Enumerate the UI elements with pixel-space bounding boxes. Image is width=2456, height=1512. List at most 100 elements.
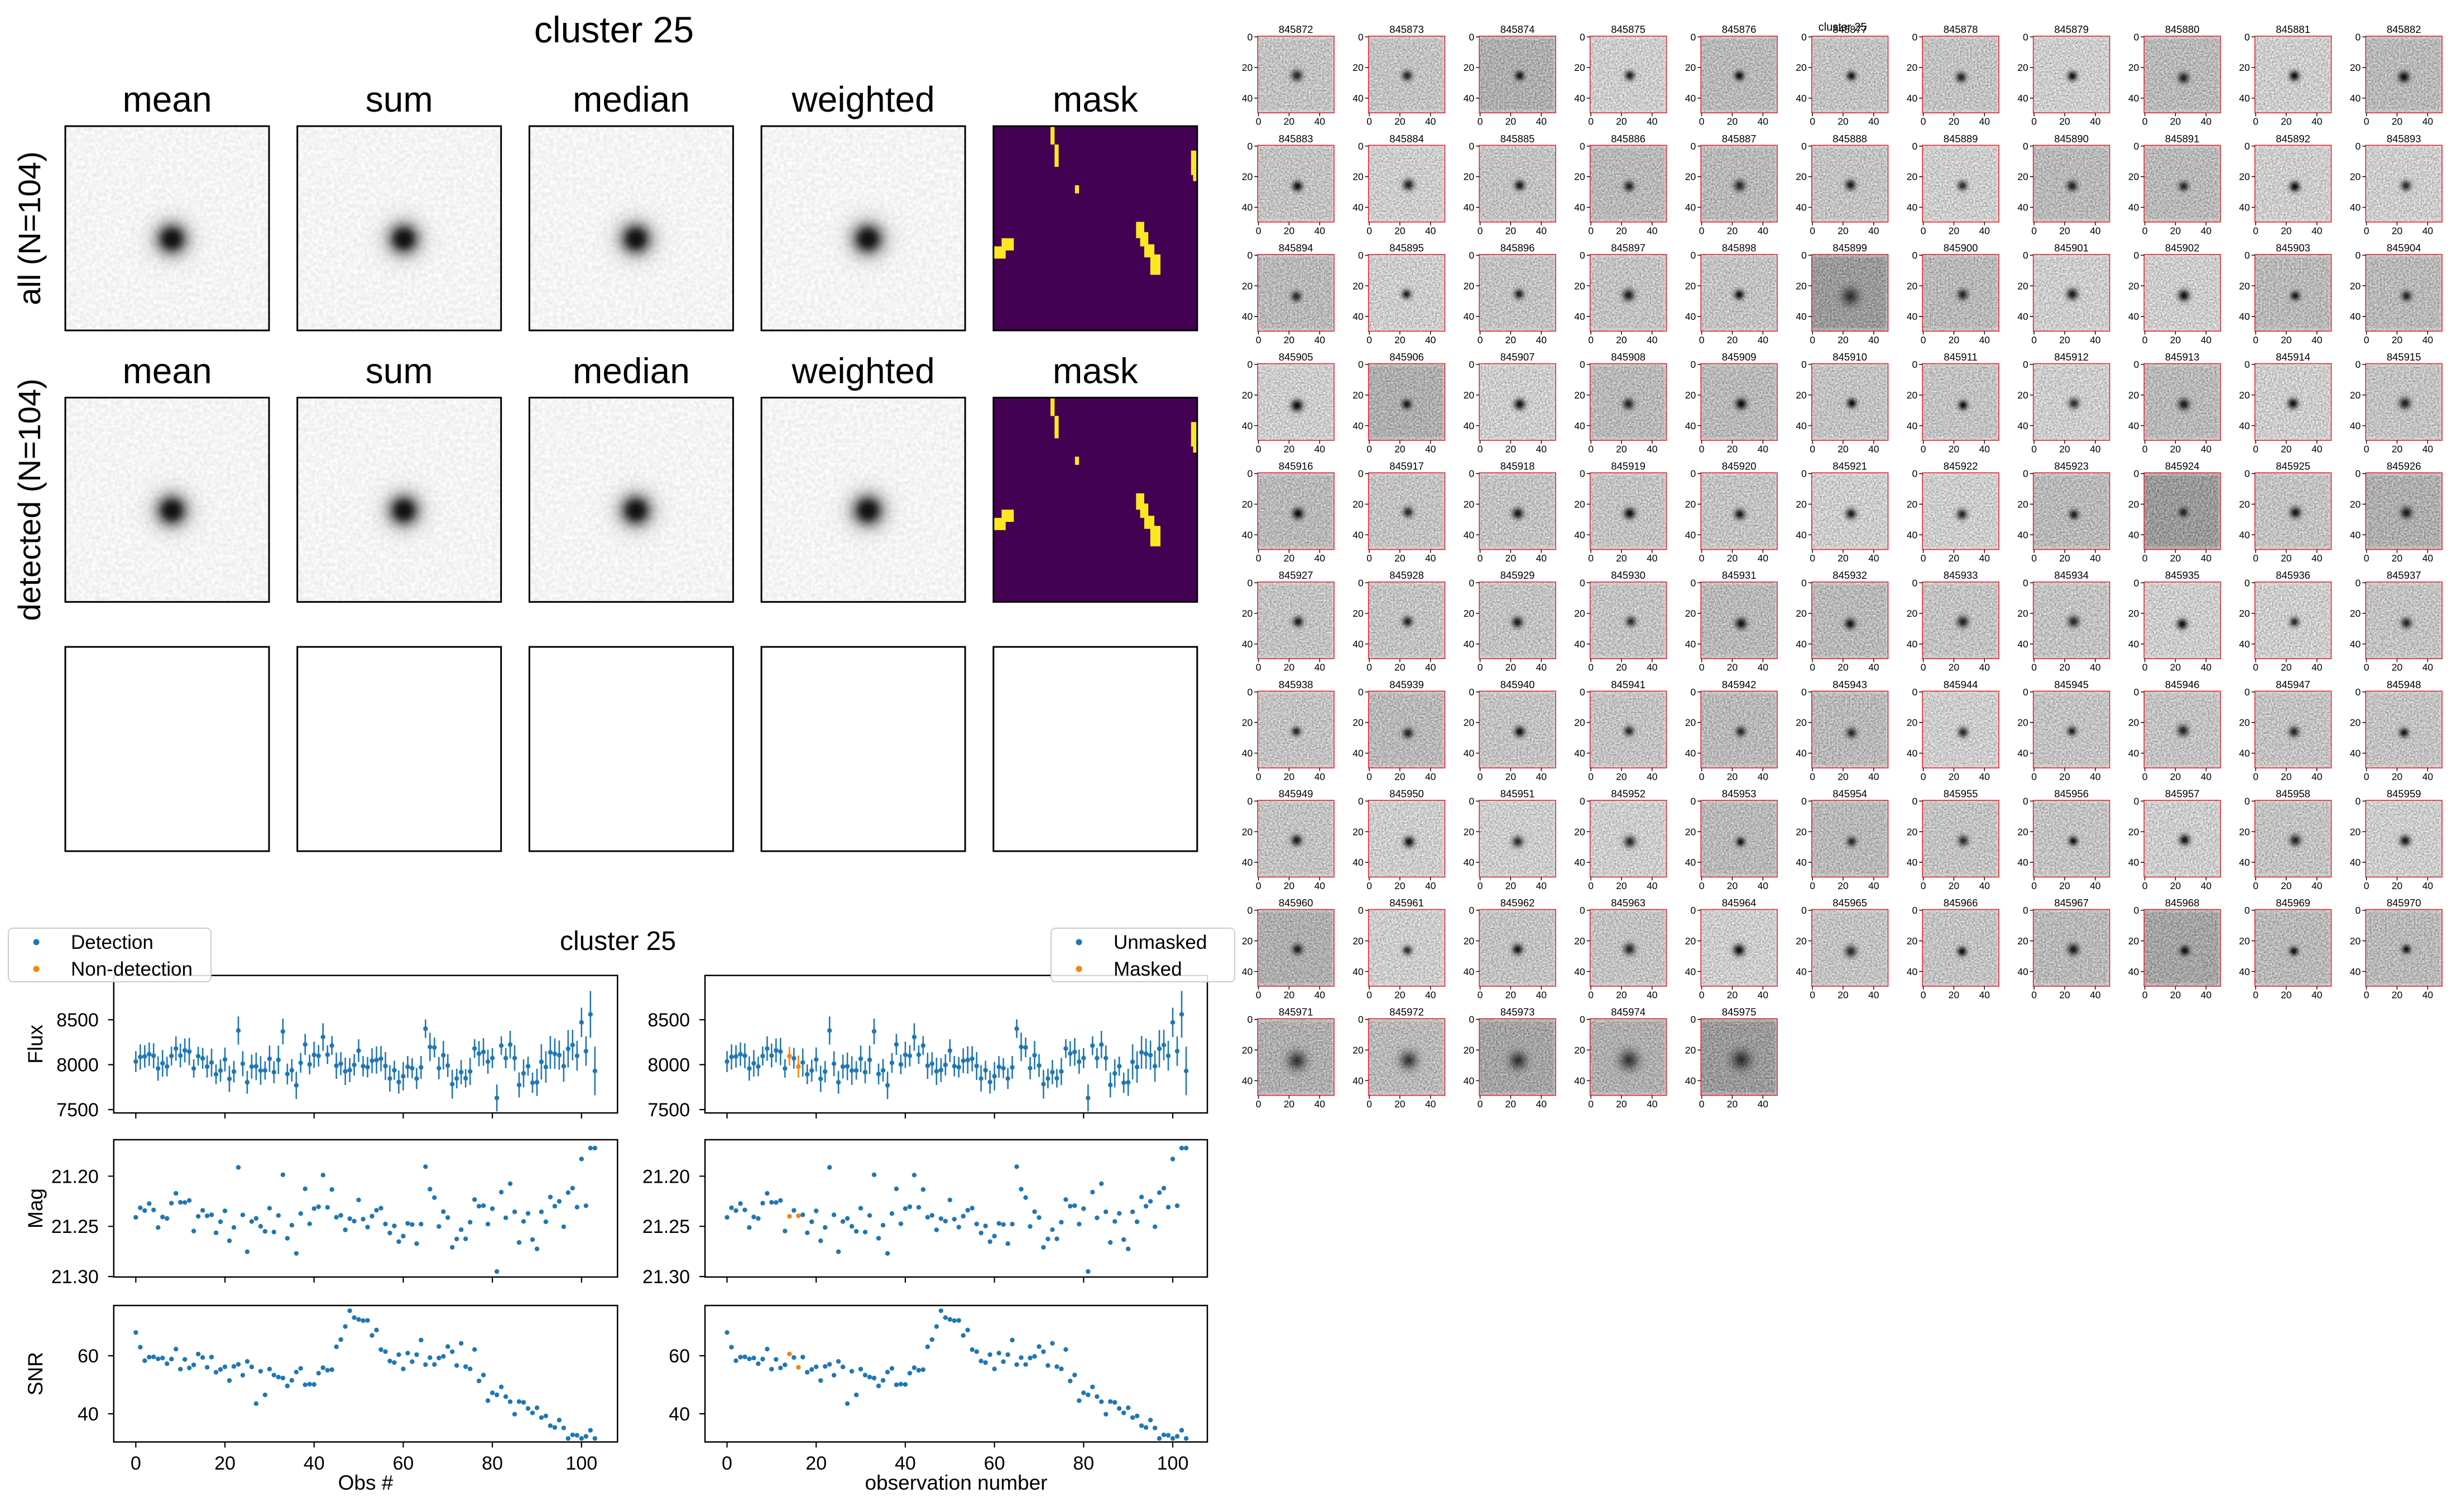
svg-text:20: 20 <box>2392 444 2403 455</box>
svg-text:20: 20 <box>1796 390 1807 401</box>
svg-text:40: 40 <box>1685 1075 1696 1086</box>
svg-text:845889: 845889 <box>1944 133 1978 145</box>
svg-text:20: 20 <box>1464 1045 1475 1056</box>
svg-text:20: 20 <box>2017 280 2028 291</box>
svg-text:20: 20 <box>1907 171 1918 183</box>
svg-text:0: 0 <box>1256 225 1261 236</box>
svg-text:0: 0 <box>2244 250 2250 261</box>
svg-text:0: 0 <box>1580 468 1585 479</box>
svg-text:20: 20 <box>1464 62 1475 73</box>
svg-text:Detection: Detection <box>71 932 154 953</box>
svg-text:845968: 845968 <box>2165 897 2200 909</box>
svg-text:40: 40 <box>1464 857 1475 868</box>
svg-text:20: 20 <box>1464 935 1475 947</box>
svg-text:20: 20 <box>1907 62 1918 73</box>
svg-text:40: 40 <box>2128 639 2140 650</box>
svg-text:845908: 845908 <box>1611 351 1646 363</box>
svg-text:40: 40 <box>2311 880 2323 891</box>
svg-text:0: 0 <box>2253 990 2258 1001</box>
svg-text:40: 40 <box>1685 529 1696 540</box>
svg-text:20: 20 <box>1796 499 1807 510</box>
svg-text:0: 0 <box>2142 444 2148 455</box>
svg-text:40: 40 <box>1979 662 1990 673</box>
svg-text:20: 20 <box>1284 225 1295 236</box>
svg-text:20: 20 <box>1574 1045 1585 1056</box>
svg-text:20: 20 <box>2128 935 2140 947</box>
svg-text:20: 20 <box>2239 935 2250 947</box>
svg-text:40: 40 <box>1425 880 1436 891</box>
svg-text:845964: 845964 <box>1722 897 1757 909</box>
svg-text:20: 20 <box>1505 444 1517 455</box>
svg-text:845923: 845923 <box>2054 460 2089 472</box>
svg-text:mask: mask <box>1053 351 1139 391</box>
svg-text:845926: 845926 <box>2387 460 2421 472</box>
svg-text:0: 0 <box>131 1453 141 1474</box>
svg-text:20: 20 <box>1574 499 1585 510</box>
svg-text:20: 20 <box>1685 499 1696 510</box>
svg-text:845935: 845935 <box>2165 569 2200 581</box>
svg-text:20: 20 <box>1505 662 1517 673</box>
svg-text:0: 0 <box>1690 905 1696 916</box>
svg-text:20: 20 <box>1838 116 1849 127</box>
svg-text:40: 40 <box>1536 662 1547 673</box>
svg-text:40: 40 <box>1907 202 1918 213</box>
svg-text:0: 0 <box>1366 116 1372 127</box>
svg-text:845903: 845903 <box>2276 242 2310 253</box>
svg-text:40: 40 <box>2239 966 2250 977</box>
svg-text:20: 20 <box>1574 171 1585 183</box>
svg-text:0: 0 <box>1366 225 1372 236</box>
svg-text:40: 40 <box>1647 771 1658 782</box>
svg-text:0: 0 <box>2031 880 2037 891</box>
svg-text:0: 0 <box>1912 687 1917 698</box>
svg-text:20: 20 <box>2059 553 2070 564</box>
svg-text:40: 40 <box>1315 225 1326 236</box>
svg-text:0: 0 <box>1588 990 1594 1001</box>
svg-text:40: 40 <box>1758 553 1769 564</box>
svg-text:845945: 845945 <box>2054 679 2089 690</box>
svg-text:20: 20 <box>2350 280 2361 291</box>
svg-text:20: 20 <box>1394 662 1406 673</box>
svg-text:0: 0 <box>1580 359 1585 370</box>
svg-text:60: 60 <box>392 1453 414 1474</box>
svg-text:0: 0 <box>2142 771 2148 782</box>
svg-text:845898: 845898 <box>1722 242 1757 253</box>
svg-text:40: 40 <box>1425 334 1436 345</box>
svg-text:20: 20 <box>2170 225 2181 236</box>
svg-text:40: 40 <box>1796 857 1807 868</box>
svg-text:0: 0 <box>1247 577 1253 588</box>
svg-text:20: 20 <box>1949 771 1960 782</box>
svg-text:845896: 845896 <box>1500 242 1535 253</box>
svg-text:20: 20 <box>1284 116 1295 127</box>
svg-text:20: 20 <box>1352 826 1364 837</box>
svg-text:20: 20 <box>2128 280 2140 291</box>
svg-text:20: 20 <box>1796 608 1807 619</box>
svg-text:845943: 845943 <box>1833 679 1867 690</box>
svg-text:40: 40 <box>2090 334 2101 345</box>
svg-text:40: 40 <box>2201 880 2212 891</box>
svg-text:0: 0 <box>1912 141 1917 152</box>
svg-text:845959: 845959 <box>2387 788 2421 799</box>
svg-text:20: 20 <box>1796 62 1807 73</box>
svg-text:845915: 845915 <box>2387 351 2421 363</box>
svg-text:20: 20 <box>2170 553 2181 564</box>
svg-text:40: 40 <box>1796 639 1807 650</box>
svg-text:0: 0 <box>1588 116 1594 127</box>
svg-text:20: 20 <box>2392 225 2403 236</box>
svg-text:20: 20 <box>2170 662 2181 673</box>
svg-text:0: 0 <box>1478 116 1483 127</box>
svg-text:0: 0 <box>2133 905 2139 916</box>
svg-text:0: 0 <box>2031 662 2037 673</box>
svg-text:40: 40 <box>669 1404 690 1425</box>
svg-text:20: 20 <box>2059 771 2070 782</box>
svg-text:0: 0 <box>1469 905 1474 916</box>
svg-text:845948: 845948 <box>2387 679 2421 690</box>
svg-text:845966: 845966 <box>1944 897 1978 909</box>
svg-text:40: 40 <box>2090 116 2101 127</box>
svg-text:845900: 845900 <box>1944 242 1978 253</box>
svg-text:40: 40 <box>1536 553 1547 564</box>
svg-text:20: 20 <box>1574 62 1585 73</box>
svg-text:0: 0 <box>1478 771 1483 782</box>
svg-text:40: 40 <box>2201 553 2212 564</box>
svg-text:40: 40 <box>1315 553 1326 564</box>
svg-text:20: 20 <box>1907 280 1918 291</box>
